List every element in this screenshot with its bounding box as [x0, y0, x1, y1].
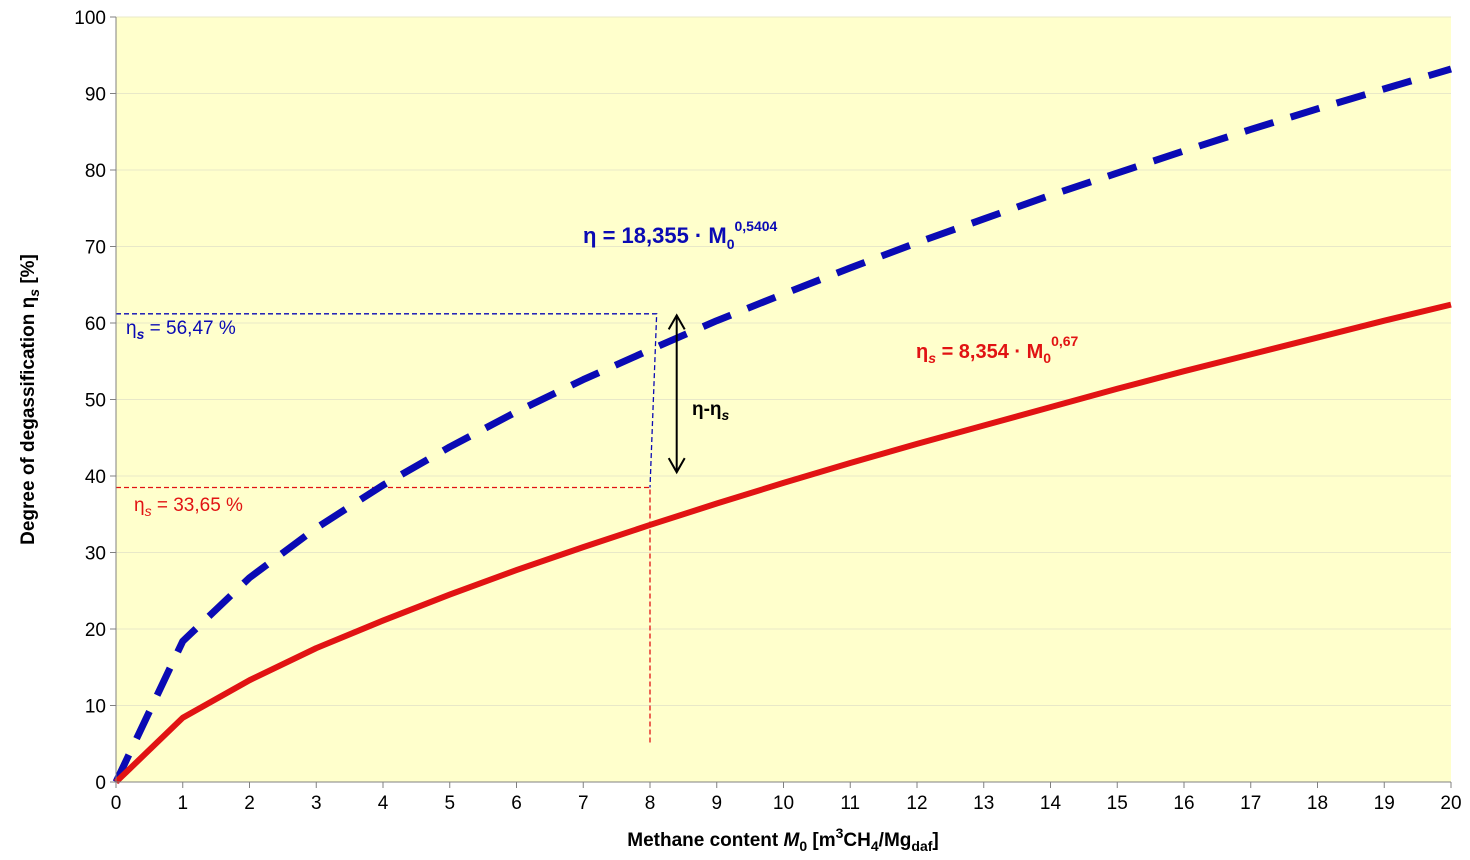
difference-arrow [667, 313, 686, 475]
x-tick-label: 11 [840, 793, 860, 814]
blue-dashed-series [112, 65, 1452, 784]
y-tick-label: 100 [74, 8, 106, 29]
x-tick-label: 7 [578, 793, 589, 814]
y-tick-label: 10 [85, 697, 106, 718]
y-tick-label: 50 [85, 391, 106, 412]
x-tick-label: 2 [244, 793, 255, 814]
x-tick-label: 13 [973, 793, 994, 814]
series-lines [112, 65, 1452, 785]
red-equation-label: ηs = 8,354 · M00,67 [916, 333, 1079, 366]
x-tick-label: 8 [645, 793, 656, 814]
x-tick-label: 10 [773, 793, 794, 814]
arrow-head-top [667, 313, 686, 330]
y-tick-label: 70 [85, 238, 106, 259]
y-tick-label: 60 [85, 314, 106, 335]
x-tick-label: 12 [906, 793, 927, 814]
grid-lines [116, 16, 1451, 706]
x-tick-label: 5 [444, 793, 455, 814]
x-tick-label: 16 [1173, 793, 1194, 814]
y-tick-label: 30 [85, 544, 106, 565]
blue-equation-label: η = 18,355 · M00,5404 [583, 218, 778, 252]
guide-lines [116, 313, 658, 744]
red-guide-line [116, 486, 651, 744]
x-tick-label: 6 [511, 793, 522, 814]
x-tick-label: 14 [1040, 793, 1062, 814]
x-tick-label: 19 [1374, 793, 1395, 814]
x-tick-label: 17 [1240, 793, 1261, 814]
x-tick-label: 18 [1307, 793, 1328, 814]
x-tick-label: 20 [1440, 793, 1461, 814]
x-tick-label: 3 [311, 793, 322, 814]
x-axis-title: Methane content M0 [m3CH4/Mgdaf] [627, 825, 938, 854]
y-tick-label: 0 [95, 773, 106, 794]
arrow-head-bottom [667, 457, 686, 475]
x-tick-label: 1 [177, 793, 188, 814]
difference-label: η-ηs [692, 399, 730, 423]
red-value-label: ηs = 33,65 % [134, 495, 243, 519]
red-solid-series [113, 301, 1452, 785]
x-tick-label: 9 [711, 793, 722, 814]
y-tick-label: 20 [85, 620, 106, 641]
blue-guide-line [116, 313, 658, 488]
y-tick-label: 40 [85, 467, 106, 488]
x-tick-label: 4 [378, 793, 389, 814]
y-tick-label: 90 [85, 85, 106, 106]
x-tick-label: 0 [111, 793, 122, 814]
x-tick-label: 15 [1107, 793, 1128, 814]
y-axis-title: Degree of degassification ηs [%] [18, 254, 42, 545]
blue-value-label: ηs = 56,47 % [126, 318, 236, 342]
axes [110, 16, 1452, 788]
y-tick-label: 80 [85, 161, 106, 182]
